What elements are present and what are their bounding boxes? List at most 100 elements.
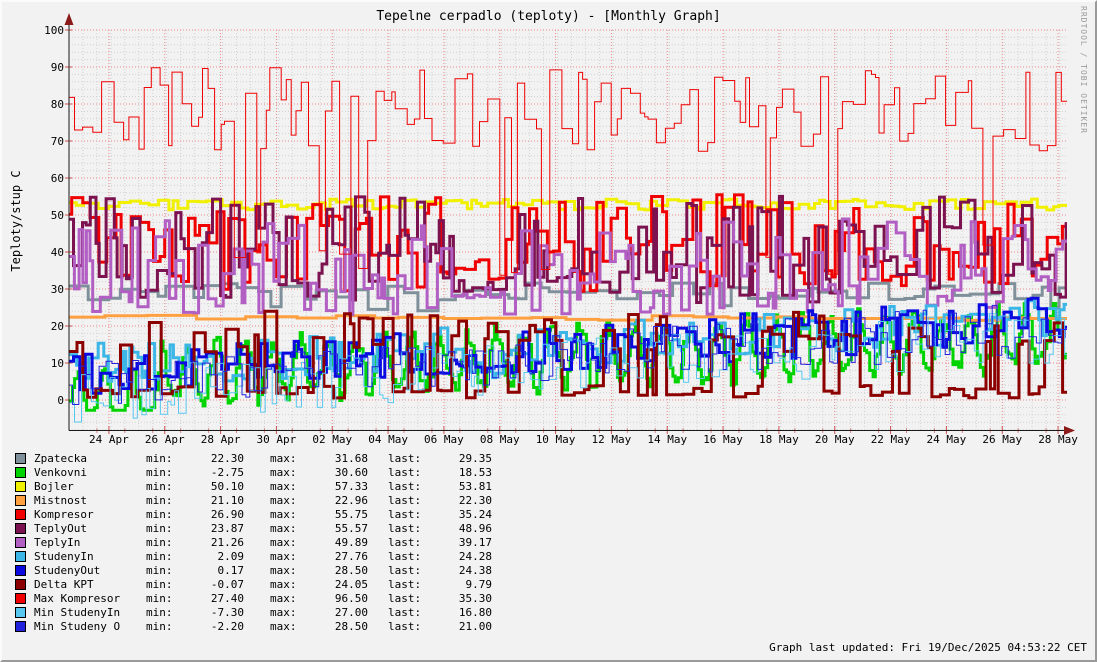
- legend-last-key: last:: [388, 493, 422, 507]
- legend-swatch-bojler: [15, 480, 26, 492]
- x-tick-label: 26 Apr: [145, 433, 185, 446]
- x-tick-label: 20 May: [815, 433, 855, 446]
- legend-label-venkovni: Venkovni: [34, 465, 87, 479]
- legend-max-key: max:: [270, 591, 297, 605]
- x-tick-label: 22 May: [871, 433, 911, 446]
- legend-min-key: min:: [146, 535, 173, 549]
- legend-min-value: 22.30: [210, 451, 244, 465]
- legend-min-value: 2.09: [217, 549, 245, 563]
- legend-last-value: 48.96: [458, 521, 492, 535]
- legend-min-key: min:: [146, 451, 173, 465]
- legend-min-value: -2.20: [210, 619, 244, 633]
- y-tick-label: 0: [57, 394, 64, 407]
- legend-row: Min StudenyIn min: -7.30 max: 27.00 last: 16.8…: [15, 605, 492, 619]
- y-tick-label: 70: [51, 135, 64, 148]
- legend-last-value: 21.00: [458, 619, 492, 633]
- y-tick-label: 20: [51, 320, 64, 333]
- legend-min-key: min:: [146, 619, 173, 633]
- legend-swatch-teplyout: [15, 522, 26, 534]
- x-tick-label: 08 May: [480, 433, 520, 446]
- series-teplyin: [69, 217, 1067, 317]
- legend-last-value: 24.28: [458, 549, 492, 563]
- x-tick-label: 16 May: [703, 433, 743, 446]
- legend-label-kompresor: Kompresor: [34, 507, 94, 521]
- legend-last-key: last:: [388, 535, 422, 549]
- y-axis-arrow-icon: [64, 13, 74, 25]
- legend-max-value: 96.50: [334, 591, 368, 605]
- legend-min-value: -7.30: [210, 605, 244, 619]
- legend-max-value: 30.60: [334, 465, 368, 479]
- legend-max-value: 49.89: [334, 535, 368, 549]
- legend-label-delta-kpt: Delta KPT: [34, 577, 94, 591]
- legend-label-teplyin: TeplyIn: [34, 535, 81, 549]
- x-tick-label: 18 May: [759, 433, 799, 446]
- x-tick-label: 12 May: [592, 433, 632, 446]
- x-tick-label: 14 May: [647, 433, 687, 446]
- legend-last-value: 39.17: [458, 535, 492, 549]
- legend-row: Min Studeny O min: -2.20 max: 28.50 last: 21.0…: [15, 619, 492, 633]
- x-tick-label: 30 Apr: [257, 433, 297, 446]
- x-tick-label: 10 May: [536, 433, 576, 446]
- legend-row: Bojler min: 50.10 max: 57.33 last: 53.81: [15, 479, 492, 493]
- legend-max-key: max:: [270, 605, 297, 619]
- legend-min-key: min:: [146, 591, 173, 605]
- legend-swatch-kompresor: [15, 508, 26, 520]
- y-tick-label: 60: [51, 172, 64, 185]
- legend-max-key: max:: [270, 493, 297, 507]
- legend-last-key: last:: [388, 605, 422, 619]
- legend-last-value: 16.80: [458, 605, 492, 619]
- legend-last-value: 35.24: [458, 507, 492, 521]
- legend-label-studenyout: StudenyOut: [34, 563, 101, 577]
- series-zpatecka: [69, 281, 1067, 313]
- legend-row: Delta KPT min: -0.07 max: 24.05 last: 9.79: [15, 577, 492, 591]
- legend-last-key: last:: [388, 479, 422, 493]
- legend-last-key: last:: [388, 591, 422, 605]
- legend-row: StudenyOut min: 0.17 max: 28.50 last: 24.38: [15, 563, 492, 577]
- legend-min-key: min:: [146, 605, 173, 619]
- legend-max-key: max:: [270, 577, 297, 591]
- legend-max-value: 28.50: [334, 619, 368, 633]
- x-tick-label: 26 May: [982, 433, 1022, 446]
- legend-min-key: min:: [146, 563, 173, 577]
- legend-min-value: -2.75: [210, 465, 244, 479]
- legend-swatch-studenyout: [15, 564, 26, 576]
- x-tick-label: 24 Apr: [89, 433, 129, 446]
- y-tick-label: 100: [44, 24, 64, 37]
- legend-max-key: max:: [270, 549, 297, 563]
- series-min-studeny-o: [69, 304, 1067, 405]
- legend-max-value: 57.33: [334, 479, 368, 493]
- x-tick-label: 06 May: [424, 433, 464, 446]
- legend-row: TeplyIn min: 21.26 max: 49.89 last: 39.17: [15, 535, 492, 549]
- legend-label-min-studeny-o: Min Studeny O: [34, 619, 121, 633]
- legend-label-min-studenyin: Min StudenyIn: [34, 605, 121, 619]
- legend-max-value: 24.05: [334, 577, 368, 591]
- legend-max-value: 28.50: [334, 563, 368, 577]
- legend-last-key: last:: [388, 465, 422, 479]
- legend-min-value: 21.10: [210, 493, 244, 507]
- legend-max-key: max:: [270, 479, 297, 493]
- legend-last-value: 35.30: [458, 591, 492, 605]
- x-tick-label: 02 May: [312, 433, 352, 446]
- legend-row: Zpatecka min: 22.30 max: 31.68 last: 29.35: [15, 451, 492, 465]
- legend-last-value: 22.30: [458, 493, 492, 507]
- legend-label-studenyin: StudenyIn: [34, 549, 94, 563]
- legend-max-key: max:: [270, 507, 297, 521]
- legend-row: Kompresor min: 26.90 max: 55.75 last: 35.24: [15, 507, 492, 521]
- series-bojler: [69, 197, 1067, 212]
- x-tick-label: 28 Apr: [201, 433, 241, 446]
- legend-max-key: max:: [270, 451, 297, 465]
- legend-row: Venkovni min: -2.75 max: 30.60 last: 18.53: [15, 465, 492, 479]
- legend-max-value: 55.57: [334, 521, 368, 535]
- legend-last-key: last:: [388, 549, 422, 563]
- legend-min-value: 27.40: [210, 591, 244, 605]
- legend-last-key: last:: [388, 563, 422, 577]
- legend-max-value: 31.68: [334, 451, 368, 465]
- legend-row: StudenyIn min: 2.09 max: 27.76 last: 24.28: [15, 549, 492, 563]
- legend-label-teplyout: TeplyOut: [34, 521, 87, 535]
- legend-min-key: min:: [146, 507, 173, 521]
- legend-last-value: 29.35: [458, 451, 492, 465]
- legend-last-key: last:: [388, 619, 422, 633]
- legend-row: TeplyOut min: 23.87 max: 55.57 last: 48.96: [15, 521, 492, 535]
- legend-swatch-min-studenyin: [15, 606, 26, 618]
